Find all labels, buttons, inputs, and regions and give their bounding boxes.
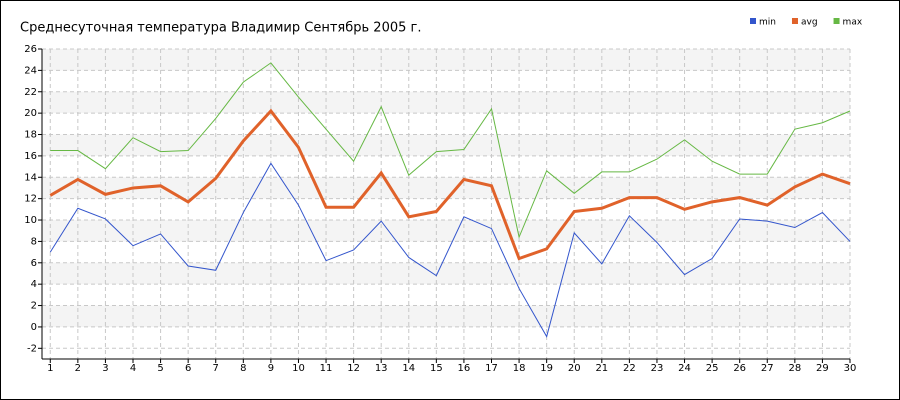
legend-label: avg <box>801 18 818 28</box>
x-tick-label: 23 <box>651 363 664 374</box>
y-tick-label: 10 <box>24 215 37 226</box>
x-tick-label: 1 <box>47 363 53 374</box>
y-tick-label: 22 <box>24 87 37 98</box>
x-tick-label: 30 <box>844 363 857 374</box>
series-line <box>49 108 851 261</box>
x-tick-label: 22 <box>623 363 636 374</box>
x-tick-label: 24 <box>678 363 691 374</box>
chart-title: Среднесуточная температура Владимир Сент… <box>20 21 421 36</box>
x-tick-label: 19 <box>540 363 553 374</box>
grid-band <box>42 91 850 114</box>
legend-label: max <box>843 18 863 28</box>
legend-swatch <box>750 18 756 24</box>
x-tick-label: 8 <box>240 363 246 374</box>
x-tick-label: 3 <box>102 363 108 374</box>
y-tick-label: 2 <box>31 301 37 312</box>
y-tick-label: 24 <box>24 65 37 76</box>
x-tick-label: 16 <box>458 363 471 374</box>
y-tick-label: -2 <box>27 343 37 354</box>
x-tick-label: 2 <box>75 363 81 374</box>
grid-band <box>42 220 850 242</box>
x-tick-label: 18 <box>513 363 526 374</box>
series-line <box>49 162 851 338</box>
grid-band <box>42 262 850 285</box>
x-tick-label: 25 <box>706 363 719 374</box>
x-tick-label: 6 <box>185 363 191 374</box>
grid-band <box>42 177 850 199</box>
series-line <box>50 62 851 239</box>
x-tick-label: 14 <box>402 363 415 374</box>
x-tick-label: 13 <box>375 363 388 374</box>
grid-band <box>42 134 850 156</box>
y-tick-label: 18 <box>24 130 37 141</box>
x-tick-label: 26 <box>733 363 746 374</box>
grid-band <box>42 49 850 71</box>
x-tick-label: 15 <box>430 363 443 374</box>
legend-swatch <box>791 18 798 24</box>
x-tick-label: 21 <box>595 363 608 374</box>
y-tick-label: 26 <box>24 44 37 55</box>
x-tick-label: 5 <box>157 363 163 374</box>
x-tick-label: 4 <box>130 363 136 374</box>
y-tick-label: 20 <box>24 108 37 119</box>
y-tick-label: 4 <box>31 279 37 290</box>
y-tick-label: 0 <box>31 322 37 333</box>
grid-band <box>42 305 850 327</box>
legend-swatch <box>833 18 840 24</box>
x-tick-label: 9 <box>268 363 274 374</box>
y-tick-label: 12 <box>24 194 37 205</box>
x-tick-label: 29 <box>816 363 829 374</box>
x-tick-label: 27 <box>761 363 774 374</box>
x-tick-label: 11 <box>320 363 333 374</box>
y-tick-label: 8 <box>31 236 37 247</box>
x-tick-label: 10 <box>292 363 305 374</box>
y-tick-label: 6 <box>31 258 37 269</box>
x-tick-label: 17 <box>485 363 498 374</box>
x-tick-label: 7 <box>213 363 219 374</box>
y-tick-label: 14 <box>24 172 37 183</box>
x-tick-label: 12 <box>347 363 360 374</box>
legend-label: min <box>759 18 776 28</box>
x-tick-label: 20 <box>568 363 581 374</box>
y-tick-label: 16 <box>24 151 37 162</box>
x-tick-label: 28 <box>788 363 801 374</box>
